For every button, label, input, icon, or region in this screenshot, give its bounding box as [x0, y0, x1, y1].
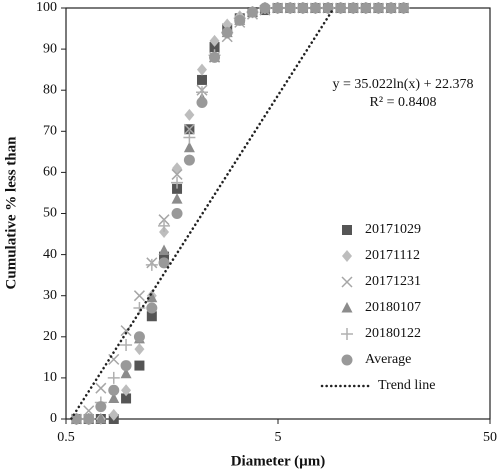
diamond-marker — [222, 18, 233, 31]
y-axis-title: Cumulative % less than — [3, 136, 19, 290]
diamond-marker — [134, 343, 145, 356]
circle-marker — [259, 2, 271, 14]
square-marker — [342, 225, 352, 235]
circle-marker — [171, 208, 183, 219]
y-tick-label: 100 — [36, 0, 57, 15]
cross-marker — [341, 276, 353, 288]
circle-marker — [209, 51, 221, 63]
square-marker — [159, 251, 170, 262]
triangle-marker — [171, 193, 183, 204]
legend-label: 20171112 — [365, 248, 420, 263]
circle-marker — [146, 302, 158, 314]
triangle-marker — [108, 392, 120, 403]
square-marker — [146, 311, 157, 322]
square-marker — [121, 393, 132, 404]
legend-label: 20180122 — [365, 326, 421, 341]
circle-marker — [360, 2, 372, 14]
circle-marker — [120, 360, 132, 372]
circle-marker — [309, 2, 321, 14]
x-tick-label: 0.5 — [57, 430, 75, 445]
square-marker — [172, 183, 183, 194]
circle-marker — [272, 2, 284, 14]
circle-marker — [234, 14, 246, 26]
cross-marker — [120, 325, 132, 337]
r-squared: R² = 0.8408 — [370, 95, 437, 110]
y-tick-label: 20 — [43, 329, 57, 344]
circle-marker — [95, 401, 107, 413]
x-axis-title: Diameter (µm) — [231, 453, 326, 469]
plus-marker — [195, 86, 208, 99]
circle-marker — [398, 2, 410, 14]
diamond-marker — [196, 63, 207, 76]
circle-marker — [335, 2, 347, 14]
cross-marker — [171, 168, 183, 180]
y-tick-label: 90 — [43, 41, 57, 56]
circle-marker — [183, 154, 195, 166]
diamond-marker — [108, 408, 119, 421]
trend-line — [70, 6, 336, 420]
plot-frame — [65, 7, 491, 420]
plus-marker — [145, 258, 158, 271]
triangle-marker — [146, 291, 158, 303]
y-tick-label: 70 — [43, 124, 57, 139]
plus-marker — [171, 176, 184, 189]
circle-marker — [221, 27, 233, 39]
circle-marker — [196, 97, 208, 109]
plus-marker — [120, 339, 133, 352]
triangle-marker — [95, 413, 107, 424]
y-tick-label: 40 — [43, 247, 57, 262]
circle-marker — [372, 2, 384, 14]
y-tick-label: 0 — [50, 411, 57, 426]
y-tick-label: 30 — [43, 288, 57, 303]
legend-label: 20171029 — [365, 222, 421, 237]
legend-label: 20180107 — [365, 300, 421, 315]
plus-marker — [341, 328, 353, 340]
legend-label: 20171231 — [365, 274, 421, 289]
triangle-marker — [120, 367, 132, 379]
legend-label: Average — [365, 352, 411, 367]
diamond-marker — [209, 34, 220, 47]
plus-marker — [183, 131, 196, 144]
y-tick-label: 80 — [43, 82, 57, 97]
circle-marker — [246, 6, 258, 18]
square-marker — [209, 42, 220, 53]
circle-marker — [133, 331, 145, 343]
cross-marker — [83, 405, 95, 417]
circle-marker — [108, 384, 120, 396]
triangle-marker — [183, 141, 195, 153]
cross-marker — [133, 290, 145, 302]
circle-marker — [297, 2, 309, 14]
plus-marker — [133, 302, 146, 315]
circle-marker — [83, 413, 95, 425]
cross-marker — [95, 382, 107, 394]
diamond-marker — [172, 162, 183, 175]
y-tick-label: 50 — [43, 206, 57, 221]
square-marker — [134, 360, 145, 371]
equation: y = 35.022ln(x) + 22.378 — [332, 77, 473, 92]
x-tick-label: 5 — [275, 430, 282, 445]
y-tick-label: 10 — [43, 370, 57, 385]
diamond-marker — [121, 384, 132, 397]
circle-marker — [284, 2, 296, 14]
x-tick-label: 50 — [483, 430, 497, 445]
diamond-marker — [159, 225, 170, 238]
triangle-marker — [341, 302, 353, 313]
diamond-marker — [342, 250, 352, 262]
circle-marker — [158, 257, 170, 269]
plus-marker — [107, 371, 120, 384]
diamond-marker — [184, 108, 195, 121]
triangle-marker — [158, 244, 170, 255]
square-marker — [196, 74, 207, 85]
y-tick-label: 60 — [43, 165, 57, 180]
cross-marker — [158, 214, 170, 226]
plus-marker — [158, 219, 171, 232]
circle-marker — [70, 413, 82, 425]
circle-marker — [341, 354, 353, 366]
cross-marker — [183, 123, 195, 135]
circle-marker — [385, 2, 397, 14]
legend-label: Trend line — [378, 378, 435, 393]
circle-marker — [347, 2, 359, 14]
